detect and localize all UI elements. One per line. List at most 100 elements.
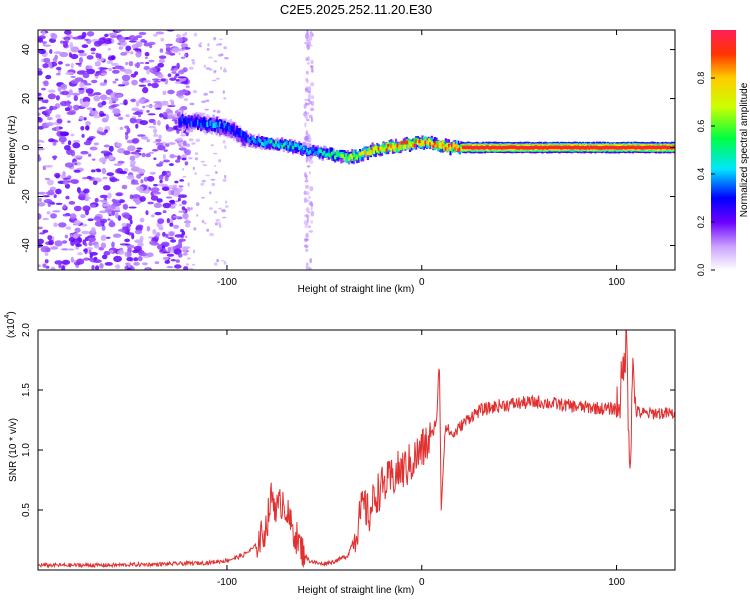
spectrogram-ridge-cell bbox=[295, 143, 298, 147]
spectrogram-noise-cell bbox=[131, 138, 140, 144]
spectrogram-noise-cell bbox=[196, 214, 199, 217]
spectrogram-noise-cell bbox=[47, 235, 53, 241]
spectrogram-noise-cell bbox=[170, 68, 175, 72]
spectrogram-noise-cell bbox=[65, 195, 70, 200]
spectrogram-ridge-cell bbox=[334, 155, 337, 160]
spectrogram-ridge-cell bbox=[377, 147, 380, 151]
spectrogram-noise-cell bbox=[180, 134, 187, 137]
spectrogram-ridge-cell bbox=[558, 145, 561, 149]
spectrogram-ridge-cell bbox=[525, 146, 528, 150]
spectrogram-ridge-cell bbox=[521, 145, 524, 150]
spectrogram-ridge-cell bbox=[385, 148, 388, 152]
spectrogram-noise-cell bbox=[304, 41, 307, 45]
spectrogram-noise-cell bbox=[42, 229, 49, 233]
spectrogram-ridge-cell bbox=[249, 136, 253, 140]
spectrogram-ridge-cell bbox=[647, 145, 650, 150]
spectrogram-noise-cell bbox=[160, 78, 166, 82]
spectrogram-noise-cell bbox=[124, 214, 130, 219]
spectrogram-noise-cell bbox=[213, 70, 217, 72]
spectrogram-noise-cell bbox=[140, 179, 144, 184]
spectrogram-ridge-cell bbox=[421, 140, 424, 144]
spectrogram-noise-cell bbox=[72, 105, 78, 109]
spectrogram-ridge-cell bbox=[533, 145, 536, 149]
spectrogram-noise-cell bbox=[166, 218, 170, 224]
spectrogram-noise-cell bbox=[105, 38, 112, 42]
spectrogram-noise-cell bbox=[63, 177, 71, 180]
spectrogram-noise-cell bbox=[55, 95, 60, 101]
spectrogram-noise-cell bbox=[165, 124, 169, 130]
spectrogram-ridge-cell bbox=[363, 149, 366, 154]
spectrogram-noise-cell bbox=[43, 57, 51, 63]
spectrogram-noise-cell bbox=[50, 33, 58, 40]
spectrogram-noise-cell bbox=[76, 258, 85, 265]
spectrogram-noise-cell bbox=[168, 163, 174, 167]
spectrogram-noise-cell bbox=[193, 32, 198, 37]
spectrogram-noise-cell bbox=[41, 30, 46, 36]
spectrogram-ridge-cell bbox=[368, 151, 371, 156]
spectrogram-ridge-cell bbox=[337, 152, 340, 156]
spectrogram-noise-cell bbox=[61, 240, 68, 244]
spectrogram-noise-cell bbox=[111, 62, 119, 67]
spectrogram-noise-cell bbox=[56, 118, 63, 124]
spectrogram-ridge-cell bbox=[435, 143, 438, 147]
spectrogram-ridge-cell bbox=[189, 119, 192, 125]
spectrogram-noise-cell bbox=[64, 183, 71, 189]
spectrogram-noise-cell bbox=[105, 114, 110, 120]
spectrogram-noise-cell bbox=[162, 231, 166, 237]
spectrogram-ridge-cell bbox=[282, 143, 285, 147]
spectrogram-noise-cell bbox=[65, 63, 70, 67]
spectrogram-ridge-cell bbox=[292, 145, 295, 150]
spectrogram-noise-cell bbox=[149, 44, 153, 49]
spectrogram-noise-cell bbox=[130, 182, 140, 185]
spectrogram-ridge-cell bbox=[382, 142, 385, 149]
spectrogram-ridge-cell bbox=[390, 144, 393, 148]
spectrogram-ridge-cell bbox=[475, 145, 479, 150]
colorbar: 0.0 0.2 0.4 0.6 0.8 Normalized spectral ampl… bbox=[696, 30, 750, 276]
spectrogram-noise-cell bbox=[56, 72, 61, 76]
spectrogram-ridge-cell bbox=[599, 146, 602, 150]
spectrogram-ridge-cell bbox=[190, 115, 193, 125]
spectrogram-ridge-cell bbox=[221, 124, 225, 131]
spectrogram-ridge-cell bbox=[373, 148, 376, 155]
spectrogram-noise-cell bbox=[221, 216, 227, 219]
spectrogram-noise-cell bbox=[309, 160, 314, 164]
spectrogram-noise-cell bbox=[304, 33, 310, 39]
spectrogram-noise-cell bbox=[72, 36, 81, 40]
spectrogram-noise-cell bbox=[181, 131, 184, 135]
spectrogram-noise-cell bbox=[218, 207, 223, 210]
spectrogram-noise-cell bbox=[304, 114, 309, 120]
spectrogram-noise-cell bbox=[102, 176, 108, 180]
spectrogram-noise-cell bbox=[88, 153, 92, 157]
spectrogram-ridge-cell bbox=[451, 146, 454, 153]
spectrogram-noise-cell bbox=[101, 43, 109, 46]
spectrogram-noise-cell bbox=[305, 70, 309, 75]
spectrogram-noise-cell bbox=[101, 100, 107, 106]
spectrogram-noise-cell bbox=[65, 226, 72, 230]
spectrogram-noise-cell bbox=[77, 49, 85, 54]
spectrogram-noise-cell bbox=[89, 251, 98, 256]
spectrogram-noise-cell bbox=[70, 75, 76, 78]
spectrogram-ridge-cell bbox=[583, 146, 586, 150]
spectrogram-noise-cell bbox=[178, 210, 183, 213]
spectrogram-ridge-cell bbox=[369, 150, 373, 154]
spectrogram-ridge-cell bbox=[569, 145, 572, 150]
spectrogram-ridge-cell bbox=[237, 129, 240, 135]
spectrogram-noise-cell bbox=[311, 69, 314, 73]
spectrogram-ridge-cell bbox=[290, 145, 293, 152]
spectrogram-ridge-cell bbox=[357, 150, 360, 157]
spectrogram-ridge-cell bbox=[586, 145, 589, 149]
spectrogram-noise-cell bbox=[147, 41, 156, 46]
spectrogram-noise-cell bbox=[152, 121, 157, 126]
spectrogram-noise-cell bbox=[153, 157, 157, 160]
snr-x-label: Height of straight line (km) bbox=[298, 585, 415, 596]
spectrogram-noise-cell bbox=[128, 40, 137, 43]
spectrogram-noise-cell bbox=[44, 177, 51, 181]
spectrogram-ridge-cell bbox=[527, 146, 530, 150]
spectrogram-ridge-cell bbox=[273, 140, 276, 147]
spectrogram-x-axis: -100 0 100 bbox=[217, 30, 625, 288]
spectrogram-ridge-cell bbox=[276, 143, 279, 148]
colorbar-label: Normalized spectral amplitude bbox=[739, 82, 750, 217]
spectrogram-ridge-cell bbox=[248, 139, 251, 143]
spectrogram-ridge-cell bbox=[249, 139, 253, 146]
spectrogram-ridge-cell bbox=[620, 145, 623, 150]
